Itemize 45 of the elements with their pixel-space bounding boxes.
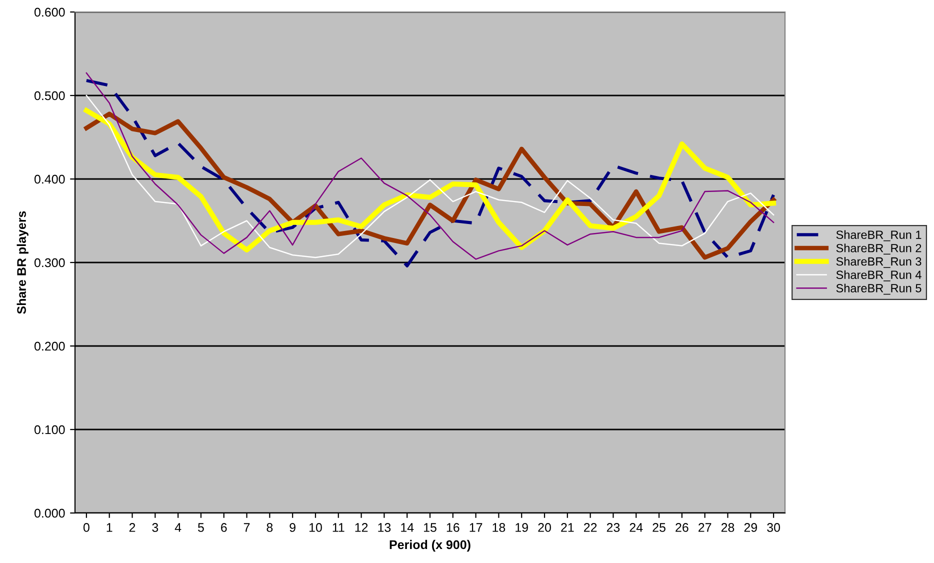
x-tick-label: 9 xyxy=(290,523,296,532)
x-tick-label: 14 xyxy=(401,523,414,532)
x-tick-label: 6 xyxy=(221,523,227,532)
y-tick-label: 0.600 xyxy=(34,8,65,17)
x-tick-label: 0 xyxy=(83,523,90,532)
x-tick-label: 8 xyxy=(266,523,273,532)
y-axis-title: Share BR players xyxy=(16,211,28,314)
x-tick-label: 5 xyxy=(198,523,204,532)
x-tick-label: 29 xyxy=(744,523,758,532)
x-tick-label: 1 xyxy=(106,523,112,532)
x-tick-label: 28 xyxy=(721,523,734,532)
x-tick-label: 18 xyxy=(492,523,506,532)
y-tick-label: 0.100 xyxy=(34,425,65,434)
x-tick-label: 22 xyxy=(584,523,597,532)
x-axis-title: Period (x 900) xyxy=(390,540,470,552)
x-tick-label: 23 xyxy=(606,523,620,532)
x-tick-label: 12 xyxy=(355,523,368,532)
x-tick-label: 25 xyxy=(652,523,666,532)
x-tick-label: 24 xyxy=(630,523,643,532)
y-tick-label: 0.200 xyxy=(34,342,65,351)
x-tick-label: 17 xyxy=(470,523,482,532)
y-tick-label: 0.300 xyxy=(34,258,65,268)
x-tick-label: 16 xyxy=(446,523,460,532)
x-tick-label: 13 xyxy=(378,523,391,532)
y-tick-label: 0.400 xyxy=(34,174,65,184)
x-tick-label: 15 xyxy=(424,523,436,532)
y-tick-label: 0.000 xyxy=(34,508,65,518)
x-tick-label: 4 xyxy=(174,523,182,532)
x-tick-label: 10 xyxy=(309,523,322,532)
x-tick-label: 3 xyxy=(152,523,158,532)
legend-label: ShareBR_Run 4 xyxy=(836,270,922,282)
legend-label: ShareBR_Run 3 xyxy=(836,256,922,268)
legend-label: ShareBR_Run 1 xyxy=(836,230,922,242)
x-tick-label: 7 xyxy=(244,523,250,532)
x-tick-label: 19 xyxy=(516,523,528,532)
x-tick-label: 20 xyxy=(538,523,551,532)
legend-label: ShareBR_Run 2 xyxy=(836,244,922,255)
x-tick-label: 30 xyxy=(767,523,780,532)
legend-label: ShareBR_Run 5 xyxy=(836,284,922,295)
x-tick-label: 11 xyxy=(332,523,344,532)
x-tick-label: 21 xyxy=(561,523,574,532)
x-tick-label: 26 xyxy=(676,523,688,532)
x-tick-label: 27 xyxy=(698,523,712,532)
x-tick-label: 2 xyxy=(129,523,136,532)
y-tick-label: 0.500 xyxy=(34,91,65,100)
